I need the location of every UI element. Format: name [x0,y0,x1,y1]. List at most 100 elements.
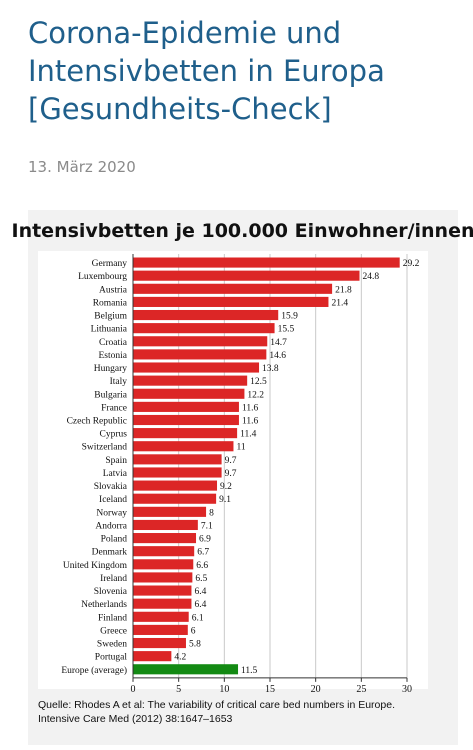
bar [133,519,198,531]
value-label: 11.5 [241,666,258,676]
category-label: Belgium [94,312,127,322]
bar [133,533,197,544]
category-label: Lithuania [91,325,128,335]
value-label: 29.2 [403,259,420,269]
article-date: 13. März 2020 [28,158,136,176]
value-label: 12.2 [247,390,264,400]
category-label: Bulgaria [94,390,127,400]
bar [133,309,279,321]
value-label: 21.4 [331,298,348,308]
value-label: 11.6 [242,417,259,427]
value-label: 24.8 [363,272,380,282]
value-label: 6.4 [194,600,206,610]
bar [133,559,194,570]
bar [133,257,400,268]
value-label: 12.5 [250,377,267,387]
value-label: 6.5 [195,574,207,584]
bar [133,283,333,294]
category-label: Italy [110,377,128,387]
value-label: 11 [236,443,245,453]
bar [133,441,234,452]
value-label: 14.6 [269,351,286,361]
bar [133,611,189,622]
bar [133,270,360,281]
category-label: Austria [99,285,128,295]
value-label: 9.7 [225,469,237,479]
bar [133,401,239,412]
bar [133,362,260,373]
category-label: Czech Republic [67,417,127,427]
bar [133,585,192,596]
category-label: Cyprus [100,430,128,440]
x-tick-label: 0 [131,684,136,695]
value-label: 13.8 [262,364,279,374]
bar [133,506,207,517]
category-label: Ireland [100,574,127,584]
category-label: Hungary [94,364,127,374]
bar [133,414,239,426]
category-label: Andorra [95,521,127,531]
bar [133,572,193,583]
x-tick-label: 15 [265,684,275,695]
category-label: Croatia [99,338,128,348]
category-label: Luxembourg [78,272,127,282]
bar [133,664,239,675]
value-label: 11.6 [242,403,259,413]
category-label: France [101,403,127,413]
category-label: Greece [100,626,127,636]
x-tick-label: 10 [219,684,229,695]
x-tick-label: 5 [176,684,181,695]
bar [133,467,222,478]
source-line: Intensive Care Med (2012) 38:1647–1653 [38,713,233,725]
bar [133,546,195,557]
value-label: 9.2 [220,482,232,492]
category-label: Spain [105,456,127,466]
category-label: Iceland [99,495,127,505]
value-label: 6.9 [199,535,211,545]
value-label: 6.4 [194,587,206,597]
category-label: Netherlands [81,600,127,610]
x-tick-label: 20 [311,684,321,695]
x-tick-label: 25 [356,684,366,695]
article-title-line: Intensivbetten in Europa [28,54,385,88]
value-label: 6.1 [192,613,204,623]
article-title: Corona-Epidemie und Intensivbetten in Eu… [28,14,458,128]
category-label: Norway [96,508,127,518]
category-label: Slovenia [94,587,128,597]
source-citation: Quelle: Rhodes A et al: The variability … [38,698,448,726]
bar [133,296,329,307]
bar [133,651,172,662]
category-label: Portugal [95,653,128,663]
value-label: 6.7 [197,548,209,558]
bar [133,388,245,399]
category-label: Denmark [92,548,128,558]
value-label: 6.6 [196,561,208,571]
value-label: 8 [209,508,214,518]
value-label: 15.9 [281,312,298,322]
category-label: Slovakia [94,482,128,492]
bar [133,336,268,347]
bar [133,323,275,334]
value-label: 9.1 [219,495,231,505]
value-label: 4.2 [174,653,186,663]
category-label: Latvia [103,469,128,479]
bar [133,624,188,635]
bar [133,493,217,504]
bar [133,637,186,649]
chart-title: Intensivbetten je 100.000 Einwohner/inne… [11,220,473,242]
category-label: Sweden [97,640,127,650]
value-label: 15.5 [278,325,295,335]
bar [133,598,192,609]
value-label: 5.8 [189,640,201,650]
value-label: 11.4 [240,430,257,440]
value-label: 7.1 [201,521,213,531]
article-title-line: [Gesundheits-Check] [28,92,332,126]
bar [133,375,248,386]
category-label: United Kingdom [63,561,128,571]
x-tick-label: 30 [402,684,412,695]
article-title-line: Corona-Epidemie und [28,16,342,50]
source-line: Quelle: Rhodes A et al: The variability … [38,699,395,711]
bar [133,454,222,465]
bar [133,480,218,491]
